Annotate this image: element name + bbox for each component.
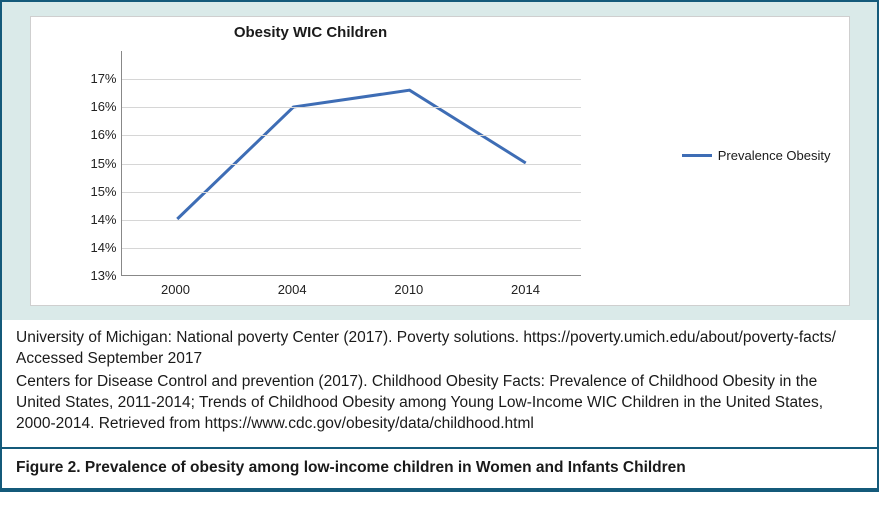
figure-caption: Figure 2. Prevalence of obesity among lo… (2, 447, 877, 490)
y-tick-label: 16% (79, 127, 117, 145)
legend: Prevalence Obesity (682, 147, 831, 165)
y-tick-label: 15% (79, 183, 117, 201)
legend-label: Prevalence Obesity (718, 147, 831, 165)
y-tick-label: 16% (79, 98, 117, 116)
citations-block: University of Michigan: National poverty… (2, 320, 877, 447)
gridline (122, 192, 581, 193)
plot-area (121, 51, 581, 276)
gridline (122, 248, 581, 249)
citation-line-1: University of Michigan: National poverty… (16, 328, 863, 370)
x-tick-label: 2000 (161, 281, 190, 299)
y-tick-label: 14% (79, 211, 117, 229)
gridline (122, 79, 581, 80)
x-tick-label: 2014 (511, 281, 540, 299)
x-tick-label: 2004 (278, 281, 307, 299)
series-line (177, 90, 525, 219)
chart-box: Obesity WIC Children 13% 14% 14% 15% 15% 16% 1… (30, 16, 850, 306)
gridline (122, 107, 581, 108)
citation-line-2: Centers for Disease Control and preventi… (16, 372, 863, 435)
y-tick-label: 13% (79, 267, 117, 285)
chart-title: Obesity WIC Children (31, 23, 591, 43)
chart-panel: Obesity WIC Children 13% 14% 14% 15% 15% 16% 1… (2, 2, 877, 320)
y-tick-label: 15% (79, 155, 117, 173)
figure-frame: Obesity WIC Children 13% 14% 14% 15% 15% 16% 1… (0, 0, 879, 492)
x-tick-label: 2010 (394, 281, 423, 299)
gridline (122, 164, 581, 165)
gridline (122, 220, 581, 221)
y-tick-label: 17% (79, 70, 117, 88)
gridline (122, 135, 581, 136)
legend-swatch (682, 154, 712, 157)
y-tick-label: 14% (79, 239, 117, 257)
